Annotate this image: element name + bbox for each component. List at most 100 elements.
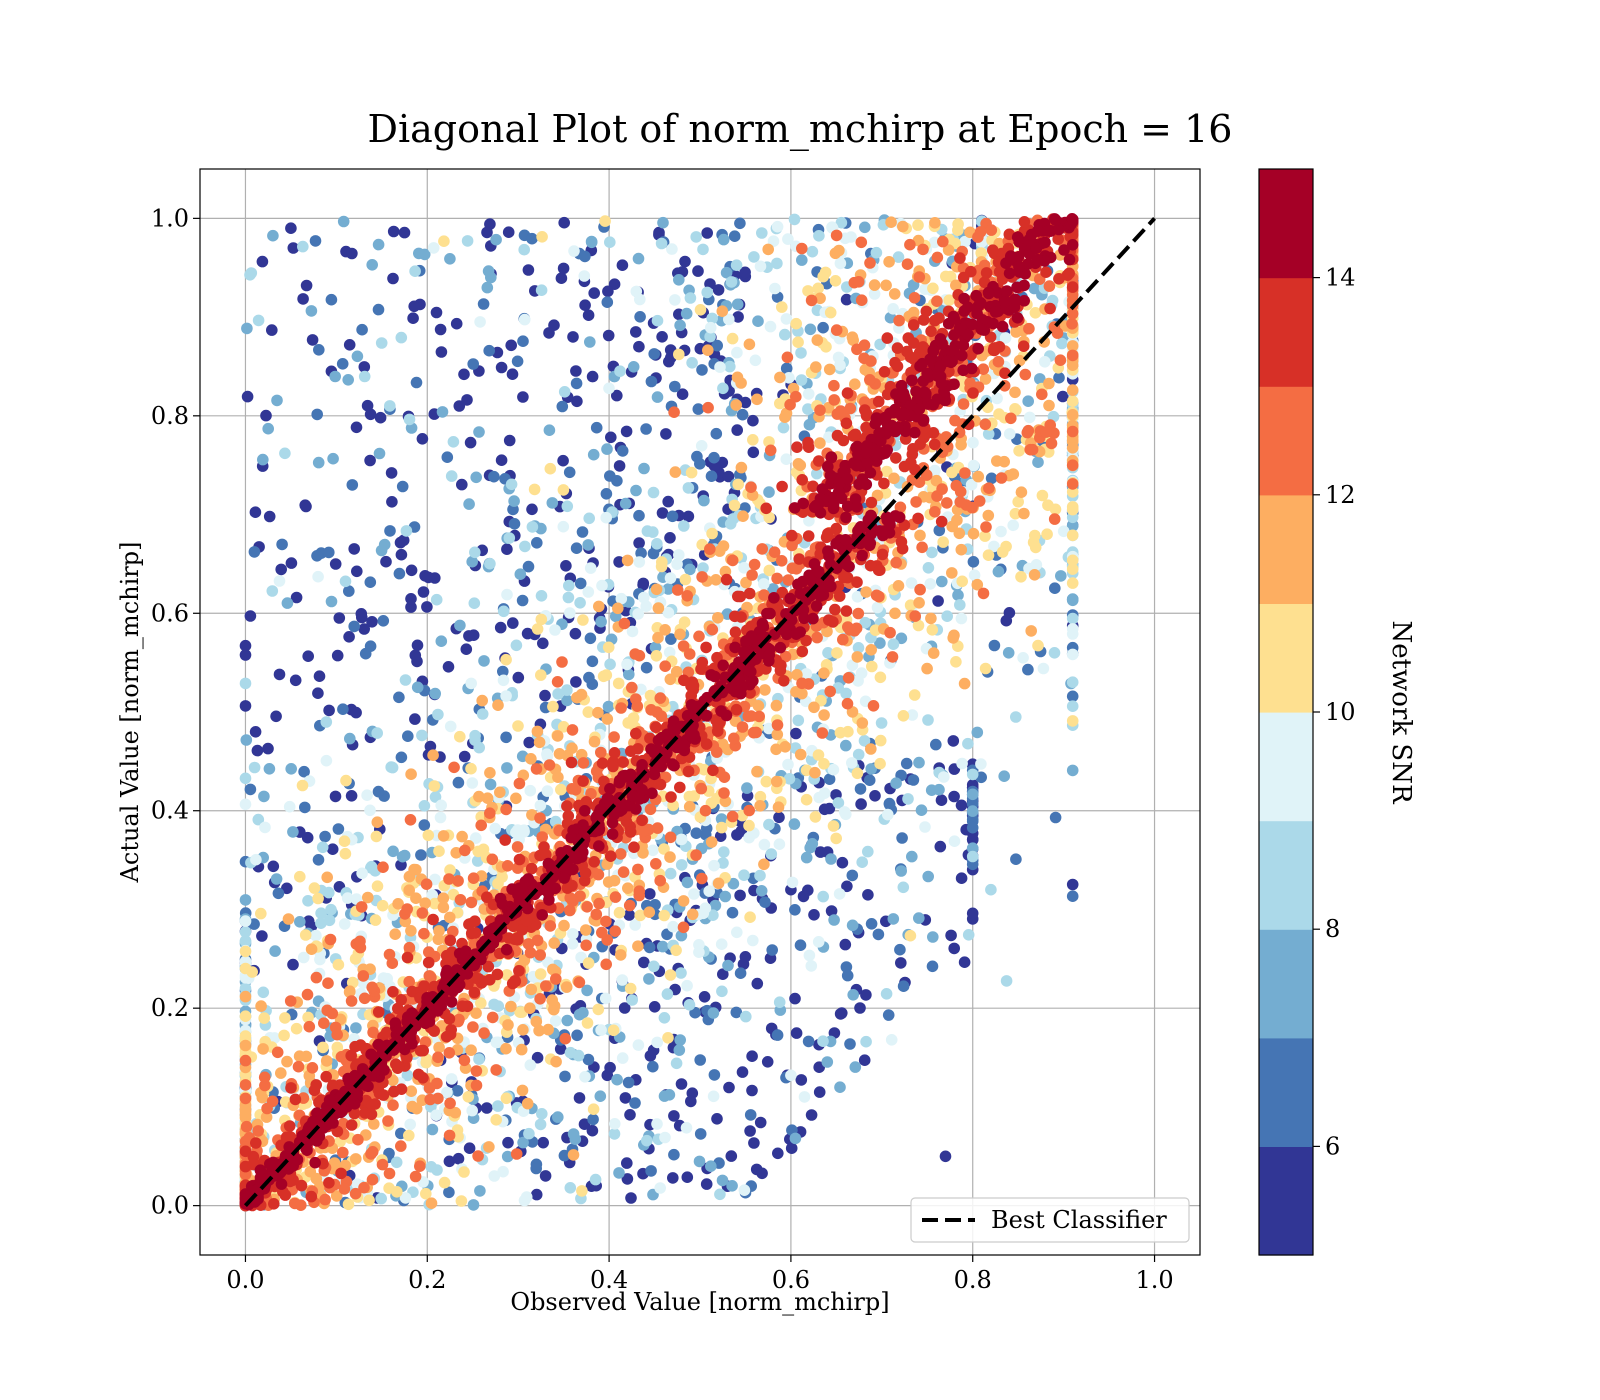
scatter-point <box>717 857 729 869</box>
scatter-point <box>326 843 339 855</box>
scatter-point <box>289 1093 302 1106</box>
scatter-point <box>790 563 803 575</box>
scatter-point <box>256 930 268 942</box>
scatter-point <box>422 956 435 969</box>
scatter-point <box>913 912 925 924</box>
scatter-point <box>670 944 682 957</box>
scatter-point <box>323 1177 335 1189</box>
scatter-point <box>465 896 478 909</box>
scatter-point <box>366 981 379 994</box>
scatter-point <box>1043 280 1056 292</box>
scatter-point <box>696 364 708 376</box>
scatter-point <box>640 600 652 612</box>
scatter-point <box>723 1081 735 1094</box>
scatter-point <box>890 777 902 789</box>
scatter-point <box>557 484 570 496</box>
scatter-point <box>384 525 396 537</box>
scatter-point <box>929 217 941 229</box>
scatter-point <box>982 509 995 522</box>
scatter-point <box>586 655 599 668</box>
scatter-point <box>382 1115 394 1127</box>
scatter-point <box>856 856 868 868</box>
scatter-point <box>438 235 450 247</box>
scatter-point <box>621 1173 634 1185</box>
scatter-point <box>579 1071 591 1083</box>
scatter-point <box>570 377 583 390</box>
scatter-point <box>256 255 269 268</box>
scatter-point <box>463 630 475 642</box>
scatter-point <box>694 458 706 470</box>
scatter-point <box>783 372 795 384</box>
scatter-point <box>293 1050 306 1062</box>
scatter-point <box>366 1173 379 1186</box>
scatter-point <box>802 530 815 542</box>
scatter-point <box>681 1171 694 1183</box>
scatter-point <box>437 830 450 842</box>
scatter-point <box>287 958 299 971</box>
scatter-point <box>664 867 677 880</box>
scatter-point <box>1029 541 1042 554</box>
scatter-point <box>664 532 676 544</box>
scatter-point <box>285 763 298 775</box>
scatter-point <box>393 691 405 704</box>
scatter-point <box>458 750 471 763</box>
scatter-point <box>734 889 746 902</box>
scatter-point <box>780 362 793 375</box>
scatter-point <box>281 597 294 609</box>
scatter-point <box>600 488 613 500</box>
scatter-point <box>601 443 613 455</box>
scatter-point <box>392 1060 405 1073</box>
scatter-point <box>882 1009 895 1021</box>
scatter-point <box>919 821 931 833</box>
scatter-point <box>313 344 325 356</box>
scatter-point <box>706 312 718 325</box>
scatter-point <box>881 332 894 344</box>
scatter-point <box>623 899 636 912</box>
scatter-point <box>623 909 635 921</box>
scatter-point <box>812 749 825 761</box>
scatter-point <box>320 1055 333 1067</box>
scatter-point <box>704 321 717 334</box>
scatter-point <box>859 616 871 629</box>
scatter-point <box>829 275 842 287</box>
scatter-point <box>332 958 345 971</box>
scatter-point <box>534 799 547 812</box>
scatter-point <box>817 1035 829 1047</box>
scatter-point <box>609 1118 621 1130</box>
scatter-point <box>846 919 859 932</box>
scatter-point <box>858 1054 871 1066</box>
scatter-point <box>772 801 785 813</box>
scatter-point <box>832 797 845 809</box>
scatter-point <box>849 1061 862 1073</box>
scatter-point <box>912 512 924 525</box>
scatter-point <box>967 436 979 449</box>
scatter-point <box>399 674 412 686</box>
scatter-point <box>466 555 479 568</box>
scatter-point <box>926 546 938 559</box>
scatter-point <box>701 227 713 239</box>
scatter-point <box>773 811 785 824</box>
scatter-point <box>552 688 564 700</box>
scatter-point <box>588 287 600 299</box>
scatter-point <box>680 307 693 320</box>
scatter-point <box>377 972 390 984</box>
scatter-point <box>239 1079 252 1091</box>
scatter-point <box>443 873 455 885</box>
scatter-point <box>805 960 818 972</box>
scatter-point <box>601 296 614 309</box>
scatter-point <box>327 452 339 465</box>
scatter-point <box>345 790 358 802</box>
scatter-point <box>624 1109 636 1121</box>
scatter-point <box>432 708 444 721</box>
scatter-point <box>544 920 557 932</box>
scatter-point <box>329 790 342 803</box>
scatter-point <box>747 434 759 446</box>
scatter-point <box>665 791 677 803</box>
scatter-point <box>844 1038 856 1050</box>
scatter-point <box>599 992 612 1005</box>
scatter-point <box>534 993 546 1005</box>
scatter-point <box>956 757 968 770</box>
scatter-point <box>702 344 714 357</box>
scatter-point <box>475 819 488 832</box>
scatter-point <box>824 685 836 698</box>
